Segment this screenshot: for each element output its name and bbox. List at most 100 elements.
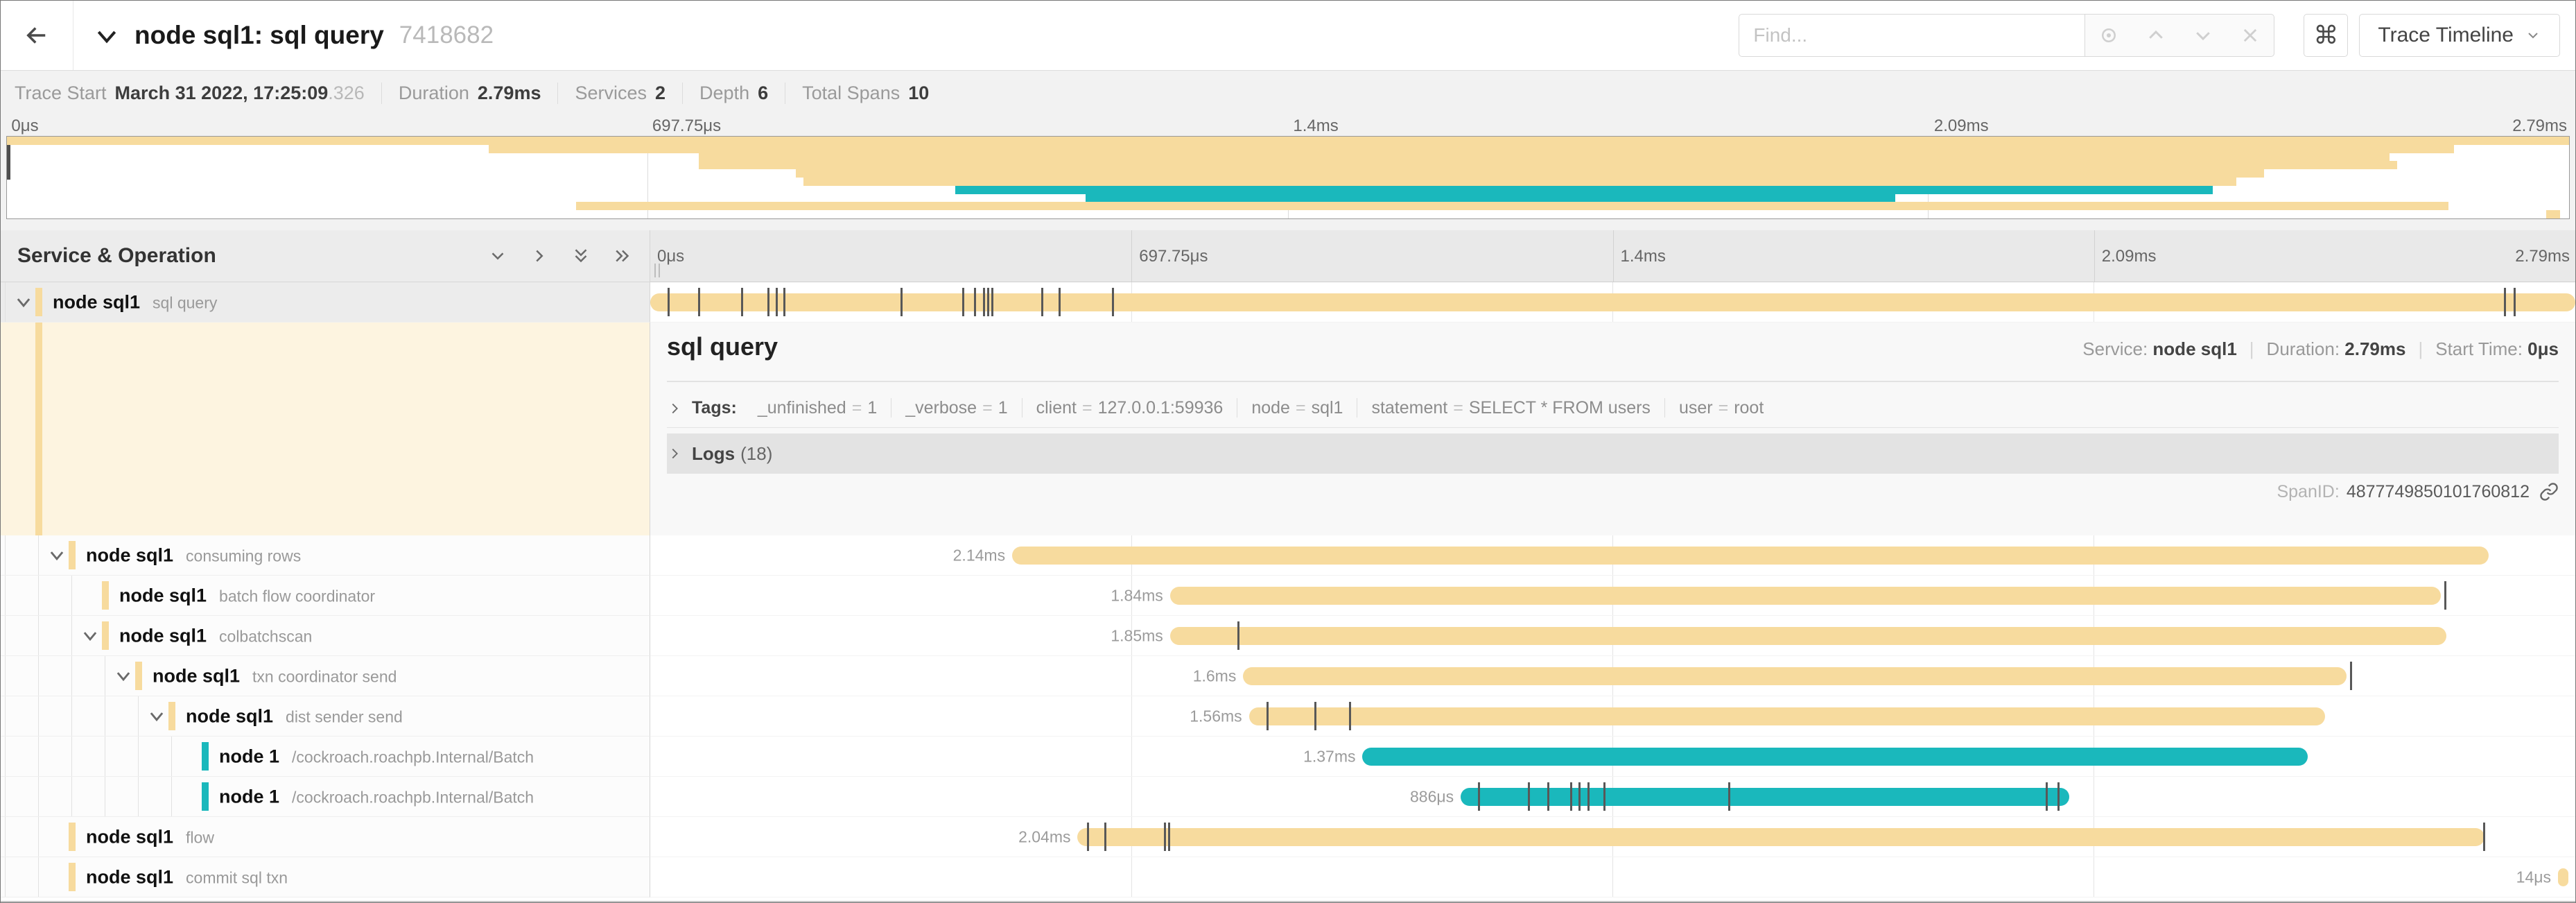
span-timeline-cell[interactable]: 14μs	[650, 857, 2575, 897]
tag-item: _unfinished=1	[744, 398, 891, 418]
span-timeline-cell[interactable]: 1.85ms	[650, 616, 2575, 656]
tags-accordion[interactable]: Tags: _unfinished=1_verbose=1client=127.…	[667, 389, 2559, 428]
top-bar: node sql1: sql query 7418682	[1, 1, 2575, 70]
trace-minimap[interactable]	[6, 136, 2570, 219]
span-tree-item[interactable]: node 1/cockroach.roachpb.Internal/Batch	[1, 777, 650, 817]
span-row: node sql1dist sender send1.56ms	[1, 696, 2575, 737]
tree-guide-line	[38, 656, 39, 696]
span-timeline-cell[interactable]: 1.84ms	[650, 576, 2575, 616]
find-clear-icon[interactable]	[2227, 15, 2274, 56]
tag-item: _verbose=1	[891, 398, 1021, 418]
tree-guide-line	[171, 777, 172, 816]
span-row: node sql1consuming rows2.14ms	[1, 535, 2575, 576]
span-bar[interactable]	[650, 293, 2575, 311]
span-timeline-cell[interactable]: 886μs	[650, 777, 2575, 817]
span-service-name: node sql1	[186, 705, 273, 726]
span-duration-label: 1.84ms	[1111, 586, 1169, 605]
tree-guide-line	[38, 817, 39, 857]
span-tree-item[interactable]: node sql1colbatchscan	[1, 616, 650, 656]
log-tick-mark	[1603, 782, 1605, 811]
span-operation-name: /cockroach.roachpb.Internal/Batch	[292, 748, 534, 766]
expand-all-icon[interactable]	[612, 246, 633, 266]
log-tick-mark	[1547, 782, 1549, 811]
span-bar[interactable]	[1249, 707, 2325, 725]
span-bar[interactable]	[1012, 547, 2489, 565]
span-bar[interactable]	[1077, 828, 2484, 846]
span-duration-label: 886μs	[1410, 787, 1461, 806]
expand-one-icon[interactable]	[529, 246, 550, 266]
find-scroll-to-icon[interactable]	[2085, 15, 2132, 56]
span-bar[interactable]	[1362, 748, 2308, 766]
ruler-tick-label: 2.79ms	[2515, 230, 2570, 282]
deep-link-icon[interactable]	[2539, 482, 2559, 501]
span-tree-item[interactable]: node sql1batch flow coordinator	[1, 576, 650, 616]
collapse-one-icon[interactable]	[487, 246, 508, 266]
span-collapse-chevron-icon[interactable]	[48, 547, 66, 565]
find-input[interactable]	[1739, 14, 2085, 57]
span-rows-top: node sql1 sql query	[1, 282, 2575, 322]
stat-trace-start: Trace Start March 31 2022, 17:25:09.326	[15, 83, 381, 104]
stat-services: Services 2	[557, 83, 682, 104]
span-timeline-cell[interactable]: 1.37ms	[650, 737, 2575, 777]
span-color-accent	[102, 581, 109, 610]
ruler-tick-label: 0μs	[650, 230, 684, 282]
span-bar[interactable]	[1243, 667, 2346, 685]
find-prev-icon[interactable]	[2132, 15, 2179, 56]
span-timeline-cell[interactable]: 2.04ms	[650, 817, 2575, 857]
span-tree-item[interactable]: node sql1flow	[1, 817, 650, 857]
log-tick-mark	[1728, 782, 1730, 811]
span-service-name: node sql1	[53, 291, 140, 312]
span-tree-item[interactable]: node sql1 sql query	[1, 282, 650, 322]
span-collapse-chevron-icon[interactable]	[114, 667, 132, 685]
chevron-right-icon	[667, 401, 682, 416]
span-color-accent	[102, 621, 109, 650]
span-service-name: node sql1	[86, 544, 173, 565]
span-tree-item[interactable]: node sql1consuming rows	[1, 535, 650, 576]
span-color-accent	[69, 541, 76, 569]
span-timeline-cell[interactable]: 2.14ms	[650, 535, 2575, 576]
span-timeline-cell[interactable]: 1.6ms	[650, 656, 2575, 696]
span-timeline-cell[interactable]	[650, 282, 2575, 322]
span-operation-name: sql query	[153, 293, 217, 311]
find-next-icon[interactable]	[2179, 15, 2227, 56]
tree-guide-line	[71, 777, 72, 816]
collapse-all-icon[interactable]	[571, 246, 591, 266]
minimap-span-strip	[2546, 210, 2560, 218]
span-names: node 1/cockroach.roachpb.Internal/Batch	[219, 746, 534, 767]
span-tree-item[interactable]: node sql1txn coordinator send	[1, 656, 650, 696]
minimap-time-label: 2.79ms	[2512, 117, 2567, 136]
span-collapse-chevron-icon[interactable]	[81, 627, 99, 645]
span-operation-name: /cockroach.roachpb.Internal/Batch	[292, 788, 534, 806]
span-tree-item[interactable]: node sql1commit sql txn	[1, 857, 650, 897]
span-collapse-chevron-icon[interactable]	[15, 293, 33, 311]
span-bar[interactable]	[1170, 587, 2441, 605]
span-service-name: node sql1	[119, 625, 207, 646]
span-service-name: node sql1	[86, 866, 173, 887]
tree-guide-line	[138, 777, 139, 816]
keyboard-shortcuts-button[interactable]: ⌘	[2304, 14, 2348, 57]
collapse-controls	[487, 246, 633, 266]
tree-guide-line	[5, 777, 6, 816]
tree-guide-line	[38, 777, 39, 816]
span-bar[interactable]	[1170, 627, 2446, 645]
trace-view-select[interactable]: Trace Timeline	[2359, 14, 2560, 57]
span-bar[interactable]	[2558, 868, 2568, 886]
log-tick-mark	[1087, 823, 1089, 851]
span-color-accent	[69, 823, 76, 851]
span-names: node sql1commit sql txn	[86, 866, 288, 888]
span-collapse-chevron-icon[interactable]	[148, 707, 166, 725]
find-wrap	[1739, 14, 2274, 57]
log-tick-mark	[2350, 662, 2352, 690]
tree-guide-line	[71, 696, 72, 736]
logs-accordion[interactable]: Logs (18)	[667, 433, 2559, 474]
span-names: node sql1flow	[86, 826, 214, 848]
span-tree-item[interactable]: node sql1dist sender send	[1, 696, 650, 737]
back-button[interactable]	[1, 1, 73, 70]
span-timeline-cell[interactable]: 1.56ms	[650, 696, 2575, 737]
span-duration-label: 14μs	[2516, 868, 2558, 886]
span-bar[interactable]	[1461, 788, 2069, 806]
tree-guide-line	[38, 696, 39, 736]
tree-guide-line	[38, 616, 39, 655]
collapse-trace-chevron-icon[interactable]	[93, 22, 121, 49]
span-tree-item[interactable]: node 1/cockroach.roachpb.Internal/Batch	[1, 737, 650, 777]
